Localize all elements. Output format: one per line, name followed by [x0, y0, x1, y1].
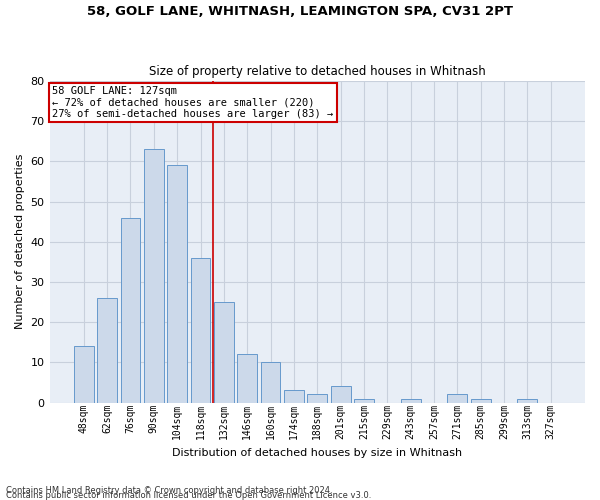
Bar — [331, 386, 350, 402]
Y-axis label: Number of detached properties: Number of detached properties — [15, 154, 25, 330]
Bar — [167, 166, 187, 402]
Bar — [448, 394, 467, 402]
X-axis label: Distribution of detached houses by size in Whitnash: Distribution of detached houses by size … — [172, 448, 463, 458]
Bar — [517, 398, 538, 402]
Bar — [97, 298, 117, 403]
Bar — [307, 394, 327, 402]
Text: Contains public sector information licensed under the Open Government Licence v3: Contains public sector information licen… — [6, 491, 371, 500]
Bar — [471, 398, 491, 402]
Bar — [191, 258, 211, 402]
Bar — [121, 218, 140, 402]
Bar — [284, 390, 304, 402]
Text: 58 GOLF LANE: 127sqm
← 72% of detached houses are smaller (220)
27% of semi-deta: 58 GOLF LANE: 127sqm ← 72% of detached h… — [52, 86, 334, 119]
Title: Size of property relative to detached houses in Whitnash: Size of property relative to detached ho… — [149, 66, 485, 78]
Bar — [214, 302, 234, 402]
Bar — [238, 354, 257, 403]
Bar — [354, 398, 374, 402]
Bar — [260, 362, 280, 403]
Bar — [401, 398, 421, 402]
Bar — [74, 346, 94, 403]
Bar — [144, 150, 164, 402]
Text: Contains HM Land Registry data © Crown copyright and database right 2024.: Contains HM Land Registry data © Crown c… — [6, 486, 332, 495]
Text: 58, GOLF LANE, WHITNASH, LEAMINGTON SPA, CV31 2PT: 58, GOLF LANE, WHITNASH, LEAMINGTON SPA,… — [87, 5, 513, 18]
